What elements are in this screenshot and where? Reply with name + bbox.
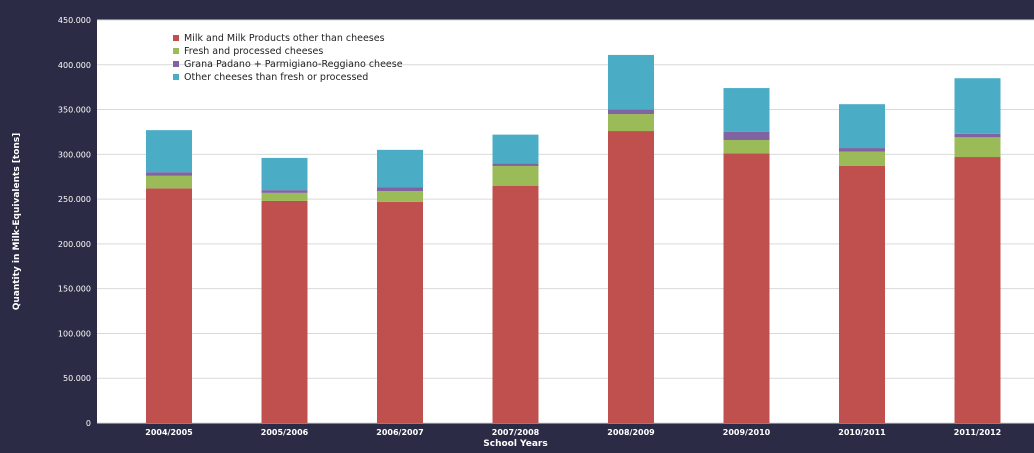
bar-segment xyxy=(146,130,192,173)
legend-label: Fresh and processed cheeses xyxy=(184,46,323,57)
bar-segment xyxy=(723,153,770,423)
bar-segment xyxy=(377,187,423,192)
legend-label: Milk and Milk Products other than cheese… xyxy=(184,33,385,44)
bar-segment xyxy=(261,190,308,193)
y-tick-label: 0 xyxy=(86,419,91,428)
y-tick-label: 200.000 xyxy=(58,240,91,249)
y-tick-label: 400.000 xyxy=(58,61,91,70)
bar-segment xyxy=(608,131,654,423)
bar-segment xyxy=(261,200,308,423)
y-tick-label: 150.000 xyxy=(58,285,91,294)
bar-segment xyxy=(839,165,885,423)
bar-segment xyxy=(954,137,1001,158)
x-tick-label: 2006/2007 xyxy=(376,428,423,437)
bar-segment xyxy=(492,163,539,166)
y-tick-label: 350.000 xyxy=(58,106,91,115)
legend-label: Other cheeses than fresh or processed xyxy=(184,72,368,83)
bar-segment xyxy=(146,175,192,189)
bar-segment xyxy=(723,88,770,132)
x-tick-label: 2008/2009 xyxy=(607,428,655,437)
y-axis-label: Quantity in Milk-Equivalents [tons] xyxy=(12,133,22,311)
x-axis-label: School Years xyxy=(483,439,547,448)
bar-segment xyxy=(723,131,770,141)
bar-segment xyxy=(954,157,1001,423)
bar-segment xyxy=(377,191,423,202)
bar-segment xyxy=(723,140,770,154)
y-tick-label: 100.000 xyxy=(58,329,91,338)
bar-segment xyxy=(608,54,654,110)
bar-segment xyxy=(954,133,1001,138)
bar-segment xyxy=(492,134,539,164)
legend-swatch xyxy=(173,48,179,54)
legend-swatch xyxy=(173,61,179,67)
y-tick-label: 300.000 xyxy=(58,150,91,159)
x-axis-ticks: 2004/2005 2005/2006 2006/2007 2007/2008 2008… xyxy=(145,428,1001,437)
bar-segment xyxy=(608,114,654,132)
bar-segment xyxy=(839,104,885,149)
bar-segment xyxy=(261,157,308,191)
x-tick-label: 2009/2010 xyxy=(723,428,771,437)
bar-segment xyxy=(377,201,423,423)
x-tick-label: 2011/2012 xyxy=(954,428,1001,437)
legend: Milk and Milk Products other than cheese… xyxy=(173,33,403,83)
x-tick-label: 2007/2008 xyxy=(492,428,540,437)
bars-group xyxy=(146,54,1001,423)
bar-segment xyxy=(954,78,1001,134)
x-tick-label: 2005/2006 xyxy=(261,428,309,437)
legend-swatch xyxy=(173,74,179,80)
x-tick-label: 2010/2011 xyxy=(838,428,886,437)
bar-segment xyxy=(492,165,539,186)
bar-segment xyxy=(377,149,423,188)
bar-segment xyxy=(839,151,885,166)
bar-segment xyxy=(839,148,885,152)
bar-segment xyxy=(492,185,539,423)
legend-swatch xyxy=(173,35,179,41)
y-tick-label: 450.000 xyxy=(58,16,91,25)
bar-segment xyxy=(146,188,192,423)
bar-segment xyxy=(608,109,654,115)
y-tick-label: 250.000 xyxy=(58,195,91,204)
bar-segment xyxy=(146,172,192,176)
legend-label: Grana Padano + Parmigiano-Reggiano chees… xyxy=(184,59,403,70)
y-tick-label: 50.000 xyxy=(63,374,91,383)
y-axis-ticks: 0 50.000 100.000 150.000 200.000 250.000 300.0… xyxy=(58,16,91,428)
bar-segment xyxy=(261,192,308,201)
x-tick-label: 2004/2005 xyxy=(145,428,193,437)
